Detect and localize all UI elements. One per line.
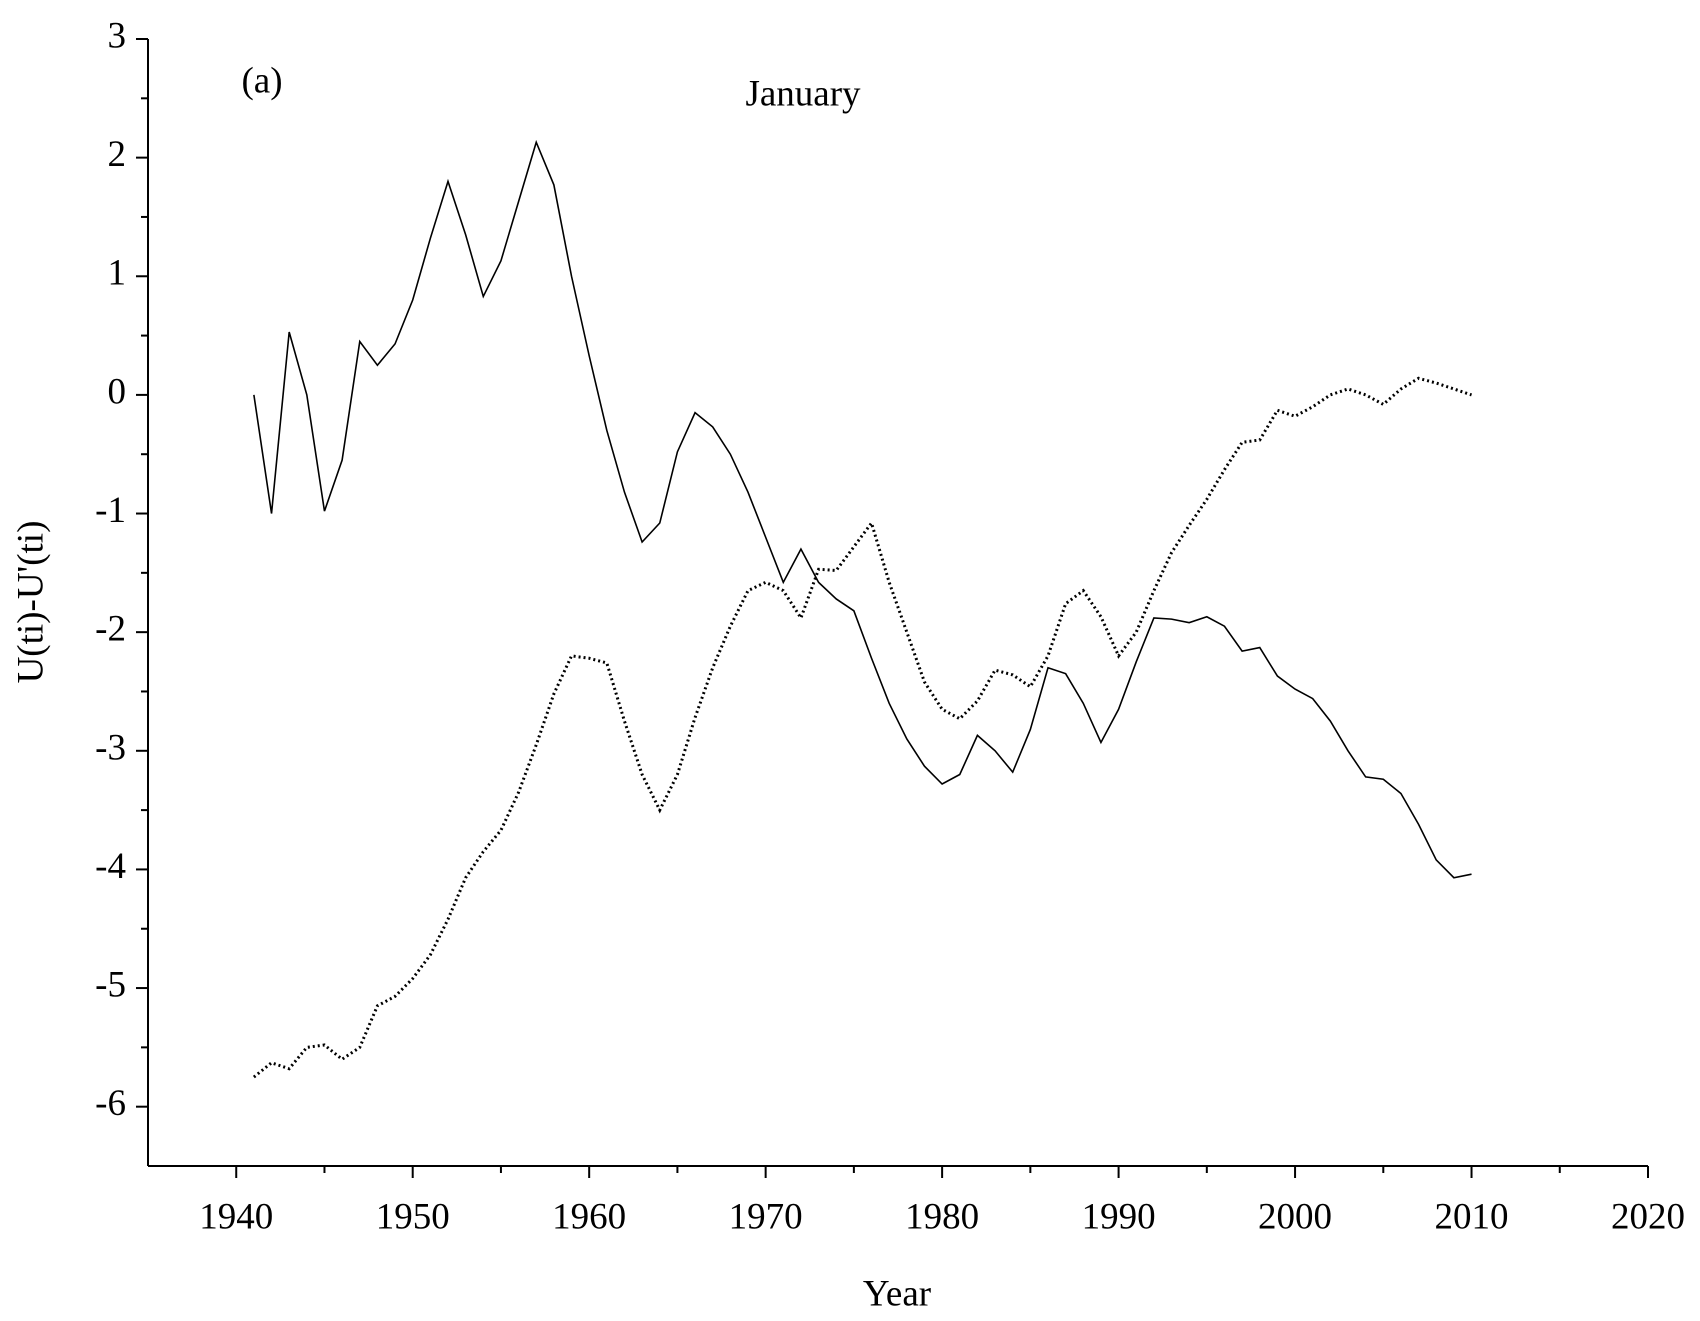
- y-tick-label: 3: [108, 15, 127, 56]
- x-tick-label: 2000: [1258, 1196, 1332, 1237]
- x-tick-label: 1980: [905, 1196, 979, 1237]
- x-tick-label: 1950: [376, 1196, 450, 1237]
- y-axis-label: U(ti)-U'(ti): [10, 521, 51, 684]
- y-tick-label: 2: [108, 134, 127, 175]
- series-line: [253, 139, 1472, 879]
- series-line: [252, 376, 1473, 1079]
- x-tick-label: 1960: [552, 1196, 626, 1237]
- y-tick-label: -6: [95, 1083, 126, 1124]
- x-tick-label: 1990: [1082, 1196, 1156, 1237]
- x-tick-label: 1940: [199, 1196, 273, 1237]
- chart-title: January: [745, 73, 861, 114]
- x-axis-label: Year: [863, 1273, 931, 1314]
- y-tick-label: -1: [95, 490, 126, 531]
- x-tick-label: 2020: [1611, 1196, 1685, 1237]
- y-tick-label: 1: [108, 253, 127, 294]
- x-tick-label: 2010: [1435, 1196, 1509, 1237]
- y-tick-label: -3: [95, 727, 126, 768]
- panel-label: (a): [241, 60, 282, 101]
- y-tick-label: -5: [95, 965, 126, 1006]
- x-tick-label: 1970: [729, 1196, 803, 1237]
- y-tick-label: -4: [95, 846, 126, 887]
- y-tick-label: 0: [108, 371, 127, 412]
- y-tick-label: -2: [95, 609, 126, 650]
